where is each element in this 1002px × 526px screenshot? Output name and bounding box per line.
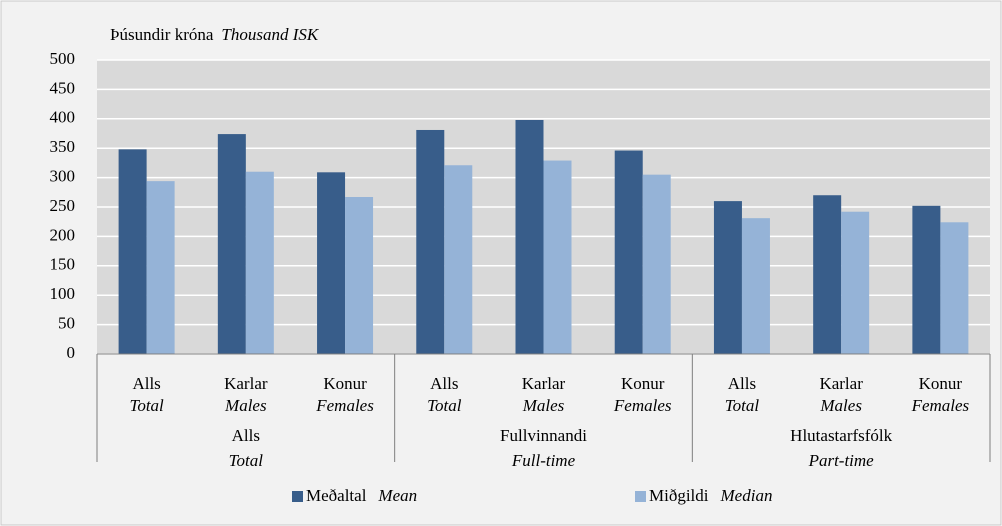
legend-swatch [292,491,303,502]
bar [444,165,473,354]
legend-name: Miðgildi [649,486,709,505]
y-tick-label: 150 [50,255,76,274]
y-tick-label: 0 [67,343,76,362]
y-tick-label: 300 [50,167,76,186]
legend-name-en: Median [720,486,773,505]
bar [912,205,941,354]
y-tick-label: 200 [50,225,76,244]
legend-swatch [635,491,646,502]
y-tick-label: 250 [50,196,76,215]
x-tick-label-en: Females [911,396,970,415]
x-tick-label: Konur [919,374,963,393]
x-tick-label: Alls [132,374,160,393]
bar [217,134,246,354]
bar [317,172,346,354]
x-tick-label: Karlar [819,374,863,393]
bar [146,181,175,354]
x-tick-label-en: Males [522,396,565,415]
x-tick-label-en: Total [129,396,164,415]
bar [841,211,870,354]
y-tick-label: 400 [50,108,76,127]
x-tick-label-en: Males [819,396,862,415]
x-tick-label: Karlar [224,374,268,393]
x-tick-label: Konur [621,374,665,393]
x-tick-label: Alls [430,374,458,393]
x-tick-label-en: Females [613,396,672,415]
bar [416,129,445,354]
y-tick-label: 50 [58,314,75,333]
bar [543,160,572,354]
x-tick-label: Konur [323,374,367,393]
group-label: Alls [232,426,260,445]
bar [118,149,147,354]
legend-name: Meðaltal [306,486,367,505]
y-axis-title-is: Þúsundir króna [110,25,214,44]
x-tick-label-en: Total [427,396,462,415]
legend-label: Meðaltal Mean [306,486,417,505]
group-label-en: Part-time [808,451,875,470]
group-label: Fullvinnandi [500,426,587,445]
bar [515,119,544,354]
group-label: Hlutastarfsfólk [790,426,892,445]
x-tick-label-en: Total [725,396,760,415]
bar [713,201,742,354]
x-tick-label: Karlar [522,374,566,393]
y-axis-title: Þúsundir króna Thousand ISK [110,25,320,44]
x-tick-label-en: Males [224,396,267,415]
bar [741,218,770,354]
y-tick-label: 100 [50,284,76,303]
y-tick-label: 350 [50,137,76,156]
bar [940,222,969,354]
x-tick-label-en: Females [315,396,374,415]
legend-name-en: Mean [377,486,417,505]
x-tick-label: Alls [728,374,756,393]
group-label-en: Full-time [511,451,576,470]
legend-label: Miðgildi Median [649,486,772,505]
bar [614,150,643,354]
group-label-en: Total [229,451,264,470]
bar [245,171,274,354]
bar [813,195,842,354]
bar [345,197,374,354]
y-tick-label: 500 [50,49,76,68]
bar [642,174,671,354]
y-tick-label: 450 [50,78,76,97]
y-axis-title-en: Thousand ISK [221,25,319,44]
